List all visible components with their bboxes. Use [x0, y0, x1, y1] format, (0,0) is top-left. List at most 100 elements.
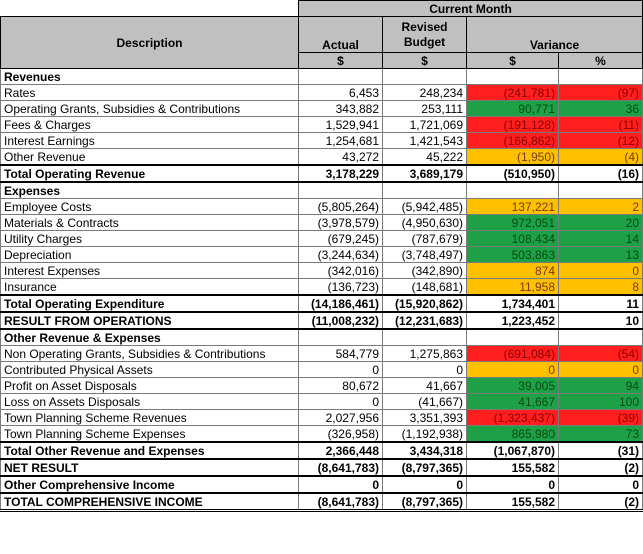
table-row: Insurance (136,723) (148,681) 11,958 8 — [0, 278, 643, 296]
variance-cell: 503,863 — [466, 246, 559, 263]
actual-cell: 6,453 — [298, 84, 383, 101]
actual-cell — [298, 328, 383, 346]
variance-cell: (241,781) — [466, 84, 559, 101]
row-description: Other Revenue — [0, 148, 299, 166]
table-row: Other Revenue 43,272 45,222 (1,950) (4) — [0, 148, 643, 166]
table-row: Town Planning Scheme Expenses (326,958) (1… — [0, 425, 643, 443]
variance-percent-cell: (12) — [557, 132, 643, 149]
variance-cell: 41,667 — [466, 393, 559, 410]
budget-cell: (1,192,938) — [382, 425, 467, 443]
variance-cell — [466, 328, 559, 346]
variance-cell: 0 — [466, 361, 559, 378]
budget-cell: 41,667 — [382, 377, 467, 394]
period-label: Current Month — [297, 0, 643, 17]
row-description: Interest Earnings — [0, 132, 299, 149]
row-description: Interest Expenses — [0, 262, 299, 279]
row-description: Non Operating Grants, Subsidies & Contri… — [0, 345, 299, 362]
budget-cell: (3,748,497) — [382, 246, 467, 263]
row-description: Contributed Physical Assets — [0, 361, 299, 378]
row-description: NET RESULT — [0, 458, 299, 477]
budget-cell: 1,421,543 — [382, 132, 467, 149]
row-description: Insurance — [0, 278, 299, 296]
budget-cell: (148,681) — [382, 278, 467, 296]
table-header: Current Month Description Actual Revised… — [0, 0, 643, 69]
variance-cell — [466, 68, 559, 85]
actual-cell: (3,978,579) — [298, 214, 383, 231]
variance-percent-cell: 0 — [557, 262, 643, 279]
variance-cell: 155,582 — [466, 492, 559, 512]
variance-cell: 1,734,401 — [466, 294, 559, 313]
variance-cell: 90,771 — [466, 100, 559, 117]
budget-header: Revised Budget — [382, 16, 467, 53]
actual-cell: 343,882 — [298, 100, 383, 117]
variance-percent-cell: (11) — [557, 116, 643, 133]
row-description: Town Planning Scheme Revenues — [0, 409, 299, 426]
actual-cell: 1,254,681 — [298, 132, 383, 149]
section-row: Other Revenue & Expenses — [0, 328, 643, 346]
actual-cell: (8,641,783) — [298, 492, 383, 512]
variance-cell: (1,067,870) — [466, 441, 559, 460]
table-row: Operating Grants, Subsidies & Contributi… — [0, 100, 643, 117]
variance-unit: $ — [466, 52, 559, 69]
actual-cell: (679,245) — [298, 230, 383, 247]
actual-cell: (136,723) — [298, 278, 383, 296]
variance-cell: 11,958 — [466, 278, 559, 296]
total-row: Other Comprehensive Income 0 0 0 0 — [0, 475, 643, 494]
actual-cell: 2,027,956 — [298, 409, 383, 426]
variance-cell: (1,323,437) — [466, 409, 559, 426]
financial-report-table: Current Month Description Actual Revised… — [0, 0, 643, 512]
budget-cell: (4,950,630) — [382, 214, 467, 231]
actual-cell: (8,641,783) — [298, 458, 383, 477]
budget-cell: (8,797,365) — [382, 458, 467, 477]
variance-cell: 137,221 — [466, 198, 559, 215]
budget-cell: 3,434,318 — [382, 441, 467, 460]
variance-percent-cell: 20 — [557, 214, 643, 231]
budget-cell: (787,679) — [382, 230, 467, 247]
actual-cell — [298, 181, 383, 199]
row-description: Profit on Asset Disposals — [0, 377, 299, 394]
budget-cell: (12,231,683) — [382, 311, 467, 330]
row-description: Utility Charges — [0, 230, 299, 247]
actual-cell: 0 — [298, 361, 383, 378]
variance-cell: 972,051 — [466, 214, 559, 231]
variance-percent-cell: 94 — [557, 377, 643, 394]
variance-cell: (510,950) — [466, 164, 559, 183]
row-description: Expenses — [0, 181, 299, 199]
table-row: Contributed Physical Assets 0 0 0 0 — [0, 361, 643, 378]
budget-cell: 0 — [382, 475, 467, 494]
row-description: Other Revenue & Expenses — [0, 328, 299, 346]
actual-cell: 80,672 — [298, 377, 383, 394]
row-description: Total Operating Revenue — [0, 164, 299, 183]
variance-header: Variance — [465, 16, 643, 53]
variance-cell: 108,434 — [466, 230, 559, 247]
actual-cell: 0 — [298, 475, 383, 494]
table-row: Materials & Contracts (3,978,579) (4,950,6… — [0, 214, 643, 231]
variance-percent-cell: (39) — [557, 409, 643, 426]
variance-percent-cell: (2) — [557, 492, 643, 512]
actual-cell: (11,008,232) — [298, 311, 383, 330]
actual-cell: (3,244,634) — [298, 246, 383, 263]
row-description: Total Operating Expenditure — [0, 294, 299, 313]
actual-cell: 0 — [298, 393, 383, 410]
variance-percent-cell — [557, 181, 643, 199]
budget-cell: 3,351,393 — [382, 409, 467, 426]
total-row: RESULT FROM OPERATIONS (11,008,232) (12,23… — [0, 311, 643, 330]
row-description: Depreciation — [0, 246, 299, 263]
actual-cell: 1,529,941 — [298, 116, 383, 133]
row-description: Other Comprehensive Income — [0, 475, 299, 494]
percent-unit: % — [557, 52, 643, 69]
variance-percent-cell — [557, 328, 643, 346]
table-row: Rates 6,453 248,234 (241,781) (97) — [0, 84, 643, 101]
variance-percent-cell: 13 — [557, 246, 643, 263]
total-row: TOTAL COMPREHENSIVE INCOME (8,641,783) (8,… — [0, 492, 643, 512]
section-row: Expenses — [0, 181, 643, 199]
actual-cell: 2,366,448 — [298, 441, 383, 460]
budget-cell — [382, 181, 467, 199]
table-row: Utility Charges (679,245) (787,679) 108,434… — [0, 230, 643, 247]
row-description: Total Other Revenue and Expenses — [0, 441, 299, 460]
row-description: Town Planning Scheme Expenses — [0, 425, 299, 443]
variance-percent-cell: (31) — [557, 441, 643, 460]
variance-percent-cell: (4) — [557, 148, 643, 166]
table-row: Profit on Asset Disposals 80,672 41,667 39,… — [0, 377, 643, 394]
section-row: Revenues — [0, 68, 643, 85]
